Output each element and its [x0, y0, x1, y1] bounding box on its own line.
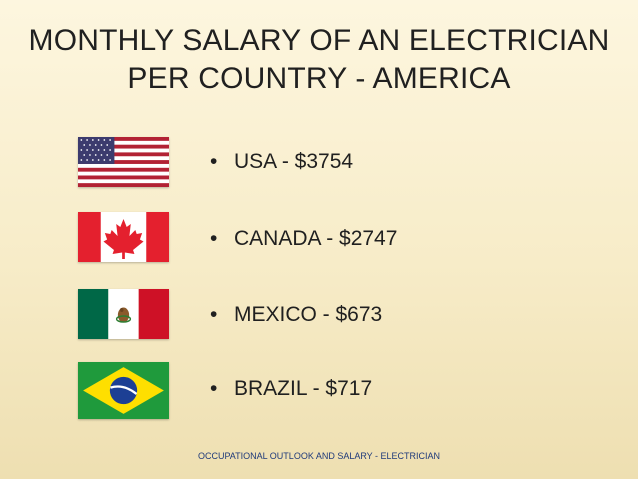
list-item-text: MEXICO - $673 — [234, 303, 383, 326]
title-line-1: MONTHLY SALARY OF AN ELECTRICIAN — [28, 24, 610, 57]
bullet-glyph: • — [210, 303, 218, 326]
bullet-glyph: • — [210, 227, 218, 250]
bullet-glyph: • — [210, 377, 218, 400]
canada-flag-icon — [78, 212, 169, 262]
usa-flag-icon — [78, 137, 169, 187]
slide-title: MONTHLY SALARY OF AN ELECTRICIAN PER COU… — [0, 22, 638, 98]
list-item: • USA - $3754 — [210, 150, 353, 174]
list-item: • MEXICO - $673 — [210, 303, 382, 327]
list-item: • BRAZIL - $717 — [210, 377, 372, 401]
list-item-text: BRAZIL - $717 — [234, 377, 373, 400]
bullet-glyph: • — [210, 150, 218, 173]
list-item-text: CANADA - $2747 — [234, 227, 398, 250]
mexico-flag-icon — [78, 289, 169, 339]
list-item-text: USA - $3754 — [234, 150, 354, 173]
title-line-2: PER COUNTRY - AMERICA — [127, 62, 511, 95]
slide-footer: OCCUPATIONAL OUTLOOK AND SALARY - ELECTR… — [197, 451, 441, 461]
brazil-flag-icon — [78, 362, 169, 419]
list-item: • CANADA - $2747 — [210, 227, 397, 251]
